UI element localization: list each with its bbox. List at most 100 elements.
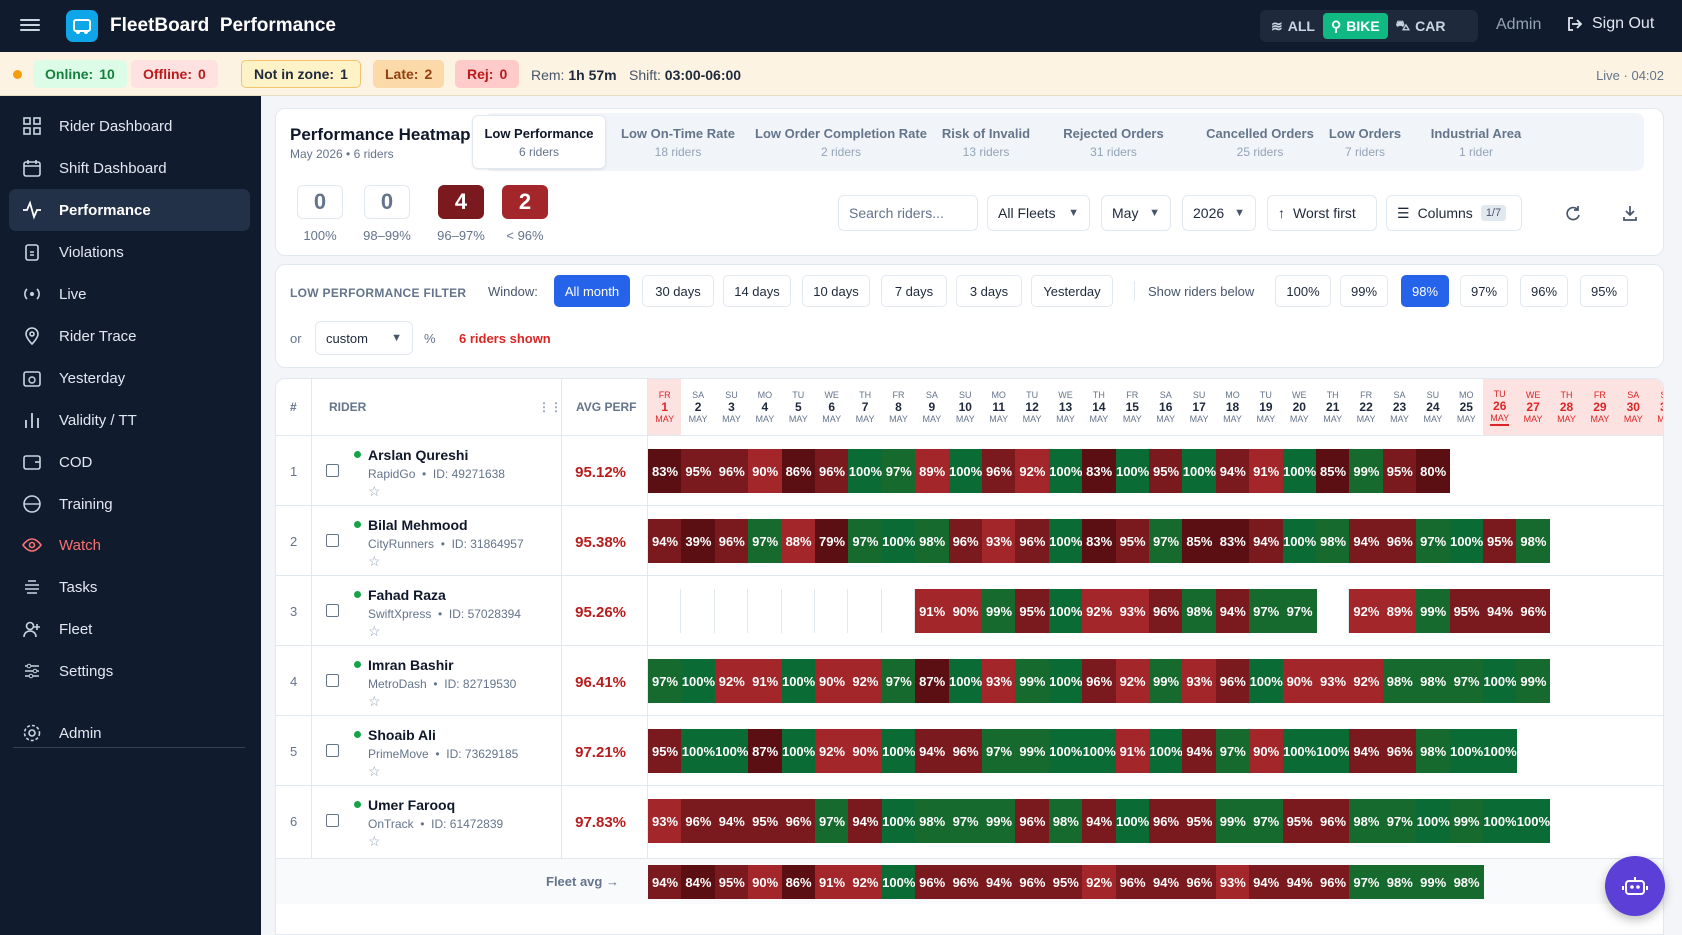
not-in-zone-badge[interactable]: Not in zone: 1	[241, 60, 361, 88]
table-row[interactable]: 3 Fahad Raza SwiftXpress • ID: 57028394 ☆ 95…	[276, 575, 1663, 645]
sidebar-item-validity-tt[interactable]: Validity / TT	[9, 399, 250, 441]
search-input[interactable]: Search riders...	[838, 195, 978, 231]
heatmap-cell[interactable]: 94%	[848, 799, 883, 843]
heatmap-cell[interactable]: 99%	[1516, 659, 1551, 703]
heatmap-cell[interactable]: 97%	[1416, 519, 1451, 563]
refresh-icon[interactable]	[1561, 201, 1585, 225]
star-icon[interactable]: ☆	[368, 553, 381, 569]
heatmap-cell[interactable]: 95%	[748, 799, 783, 843]
heatmap-cell[interactable]: 100%	[1282, 729, 1317, 773]
star-icon[interactable]: ☆	[368, 623, 381, 639]
heatmap-cell[interactable]: 96%	[1149, 799, 1183, 843]
custom-threshold-select[interactable]: custom ▼	[315, 321, 413, 355]
heatmap-cell[interactable]: 94%	[1483, 589, 1517, 633]
heatmap-cell[interactable]: 95%	[1382, 449, 1417, 493]
heatmap-cell[interactable]: 99%	[1015, 659, 1050, 703]
vehicle-all-button[interactable]: ≋ ALL	[1271, 17, 1315, 35]
heatmap-cell[interactable]: 99%	[1349, 449, 1384, 493]
heatmap-cell[interactable]: 98%	[915, 799, 950, 843]
offline-badge[interactable]: Offline: 0	[131, 60, 218, 88]
sort-button[interactable]: ↑ Worst first	[1267, 195, 1377, 231]
heatmap-cell[interactable]: 100%	[1282, 449, 1317, 493]
heatmap-cell[interactable]: 94%	[1249, 519, 1284, 563]
heatmap-cell[interactable]: 97%	[948, 799, 983, 843]
threshold-96-button[interactable]: 96%	[1520, 275, 1568, 307]
heatmap-cell[interactable]: 100%	[1048, 589, 1083, 633]
heatmap-cell[interactable]: 96%	[681, 799, 716, 843]
heatmap-cell[interactable]: 97%	[881, 449, 916, 493]
heatmap-cell[interactable]: 95%	[681, 449, 716, 493]
heatmap-cell[interactable]: 100%	[1115, 449, 1150, 493]
heatmap-cell[interactable]: 97%	[982, 729, 1016, 773]
heatmap-cell[interactable]: 100%	[1449, 729, 1484, 773]
heatmap-cell[interactable]: 100%	[1316, 729, 1350, 773]
sidebar-item-live[interactable]: Live	[9, 273, 250, 315]
window-14-days[interactable]: 14 days	[723, 275, 791, 307]
heatmap-cell[interactable]: 96%	[1149, 589, 1183, 633]
heatmap-cell[interactable]: 94%	[648, 519, 682, 563]
heatmap-cell[interactable]: 95%	[1449, 589, 1484, 633]
sidebar-item-shift-dashboard[interactable]: Shift Dashboard	[9, 147, 250, 189]
rider-name[interactable]: Umer Farooq	[353, 797, 456, 813]
table-row[interactable]: 5 Shoaib Ali PrimeMove • ID: 73629185 ☆ 97.2…	[276, 715, 1663, 785]
heatmap-cell[interactable]: 100%	[681, 659, 716, 703]
heatmap-cell[interactable]: 90%	[848, 729, 883, 773]
heatmap-cell[interactable]: 90%	[948, 589, 983, 633]
heatmap-cell[interactable]: 100%	[1483, 729, 1517, 773]
admin-link[interactable]: Admin	[1496, 16, 1542, 33]
heatmap-cell[interactable]: 89%	[1382, 589, 1417, 633]
rejected-badge[interactable]: Rej: 0	[455, 60, 520, 88]
heatmap-cell[interactable]: 92%	[1082, 589, 1117, 633]
heatmap-cell[interactable]: 39%	[681, 519, 716, 563]
heatmap-cell[interactable]: 93%	[1316, 659, 1350, 703]
sidebar-item-violations[interactable]: Violations	[9, 231, 250, 273]
heatmap-cell[interactable]: 92%	[1015, 449, 1050, 493]
heatmap-cell[interactable]: 85%	[1316, 449, 1350, 493]
heatmap-cell[interactable]: 97%	[748, 519, 783, 563]
heatmap-cell[interactable]: 79%	[815, 519, 849, 563]
tab-risk-of-invalid[interactable]: Risk of Invalid 13 riders	[936, 115, 1036, 169]
heatmap-cell[interactable]: 94%	[1082, 799, 1117, 843]
tab-low-orders[interactable]: Low Orders 7 riders	[1316, 115, 1414, 169]
summary-count-4[interactable]: 2	[502, 185, 548, 219]
heatmap-cell[interactable]: 96%	[948, 729, 983, 773]
heatmap-cell[interactable]: 94%	[915, 729, 950, 773]
sign-out-button[interactable]: Sign Out	[1566, 15, 1654, 33]
heatmap-cell[interactable]: 100%	[1082, 729, 1117, 773]
heatmap-cell[interactable]: 96%	[1215, 659, 1250, 703]
summary-count-2[interactable]: 0	[364, 185, 410, 219]
late-badge[interactable]: Late: 2	[373, 60, 445, 88]
heatmap-cell[interactable]: 100%	[1182, 449, 1217, 493]
threshold-97-button[interactable]: 97%	[1460, 275, 1508, 307]
heatmap-cell[interactable]: 97%	[648, 659, 682, 703]
heatmap-cell[interactable]: 92%	[815, 729, 849, 773]
columns-button[interactable]: ☰ Columns 1/7	[1386, 195, 1522, 231]
heatmap-cell[interactable]: 93%	[1115, 589, 1150, 633]
heatmap-cell[interactable]: 83%	[1215, 519, 1250, 563]
heatmap-cell[interactable]: 90%	[748, 449, 783, 493]
menu-icon[interactable]	[20, 16, 40, 36]
row-checkbox[interactable]	[326, 604, 339, 617]
vehicle-bike-button[interactable]: ⚲ BIKE	[1322, 13, 1388, 39]
heatmap-cell[interactable]: 100%	[1048, 449, 1083, 493]
heatmap-cell[interactable]: 100%	[1048, 729, 1083, 773]
heatmap-cell[interactable]: 96%	[982, 449, 1016, 493]
table-row[interactable]: 1 Arslan Qureshi RapidGo • ID: 49271638 ☆ 95…	[276, 435, 1663, 505]
heatmap-cell[interactable]: 100%	[1282, 519, 1317, 563]
window-10-days[interactable]: 10 days	[802, 275, 870, 307]
heatmap-cell[interactable]: 96%	[781, 799, 816, 843]
heatmap-cell[interactable]: 83%	[1082, 519, 1117, 563]
heatmap-cell[interactable]: 91%	[748, 659, 783, 703]
heatmap-cell[interactable]: 99%	[982, 799, 1016, 843]
heatmap-cell[interactable]: 98%	[1048, 799, 1083, 843]
star-icon[interactable]: ☆	[368, 763, 381, 779]
heatmap-cell[interactable]: 98%	[1316, 519, 1350, 563]
heatmap-cell[interactable]: 97%	[1249, 589, 1284, 633]
heatmap-cell[interactable]: 98%	[1382, 659, 1417, 703]
tab-cancelled-orders[interactable]: Cancelled Orders 25 riders	[1190, 115, 1330, 169]
heatmap-cell[interactable]: 93%	[982, 659, 1016, 703]
heatmap-cell[interactable]: 99%	[1015, 729, 1050, 773]
sidebar-item-tasks[interactable]: Tasks	[9, 566, 250, 608]
window-30-days[interactable]: 30 days	[642, 275, 714, 307]
window-yesterday[interactable]: Yesterday	[1031, 275, 1113, 307]
